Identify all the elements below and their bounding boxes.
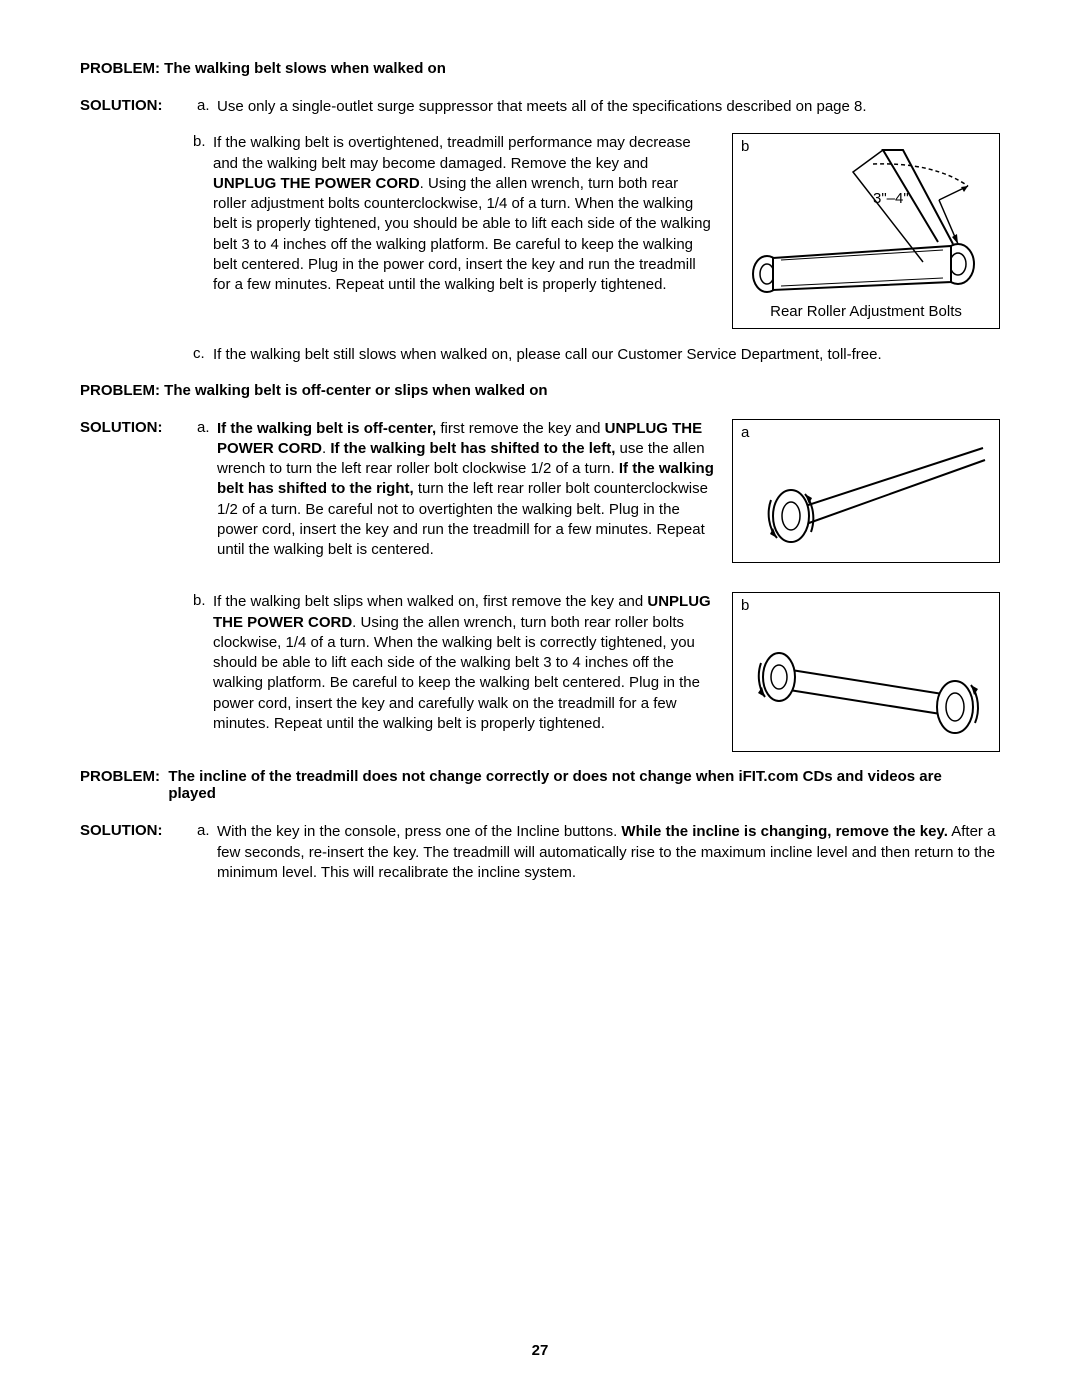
roller-both-icon xyxy=(733,593,1001,753)
manual-page: PROBLEM: The walking belt slows when wal… xyxy=(0,0,1080,939)
problem-2-heading: PROBLEM: The walking belt is off-center … xyxy=(80,382,1000,399)
item-letter: a. xyxy=(197,419,213,561)
figure-label: b xyxy=(741,138,749,155)
solution-1a: SOLUTION: a. Use only a single-outlet su… xyxy=(80,97,1000,117)
item-letter: a. xyxy=(197,822,213,883)
figure-caption: Rear Roller Adjustment Bolts xyxy=(733,303,999,320)
figure-label: a xyxy=(741,424,749,441)
solution-2a: SOLUTION: a. If the walking belt is off-… xyxy=(80,419,714,561)
solution-text: If the walking belt slips when walked on… xyxy=(213,592,714,734)
item-letter: b. xyxy=(193,592,209,734)
roller-single-icon xyxy=(733,420,1001,564)
figure-2a: a xyxy=(732,419,1000,563)
item-letter: c. xyxy=(193,345,209,365)
problem-3-heading: PROBLEM: The incline of the treadmill do… xyxy=(80,768,1000,802)
solution-1b: b. If the walking belt is overtightened,… xyxy=(193,133,714,295)
solution-2b-row: b. If the walking belt slips when walked… xyxy=(80,592,1000,752)
figure-annotation: 3"–4" xyxy=(873,190,909,207)
problem-1-heading: PROBLEM: The walking belt slows when wal… xyxy=(80,60,1000,77)
solution-label: SOLUTION: xyxy=(80,97,193,117)
figure-2b: b xyxy=(732,592,1000,752)
solution-label: SOLUTION: xyxy=(80,822,193,883)
figure-1b: b xyxy=(732,133,1000,329)
solution-text: Use only a single-outlet surge suppresso… xyxy=(217,97,867,117)
solution-text: If the walking belt still slows when wal… xyxy=(213,345,882,365)
solution-1b-row: b. If the walking belt is overtightened,… xyxy=(80,133,1000,329)
solution-3a: SOLUTION: a. With the key in the console… xyxy=(80,822,1000,883)
treadmill-belt-icon xyxy=(733,134,1001,330)
figure-label: b xyxy=(741,597,749,614)
solution-1c: c. If the walking belt still slows when … xyxy=(193,345,1000,365)
solution-label: SOLUTION: xyxy=(80,419,193,561)
solution-text: If the walking belt is overtightened, tr… xyxy=(213,133,714,295)
solution-2a-row: SOLUTION: a. If the walking belt is off-… xyxy=(80,419,1000,577)
item-letter: b. xyxy=(193,133,209,295)
solution-2b: b. If the walking belt slips when walked… xyxy=(193,592,714,734)
item-letter: a. xyxy=(197,97,213,117)
solution-text: If the walking belt is off-center, first… xyxy=(217,419,714,561)
page-number: 27 xyxy=(0,1342,1080,1359)
solution-text: With the key in the console, press one o… xyxy=(217,822,1000,883)
